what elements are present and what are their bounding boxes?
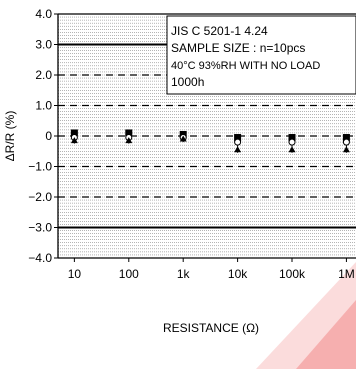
x-tick-labels: 10 100 1k 10k 100k 1M — [68, 267, 355, 281]
y-tick-label: 3.0 — [35, 38, 52, 52]
plot-frame — [54, 13, 356, 262]
marker-circle — [234, 138, 242, 146]
y-tick-label: −3.0 — [28, 221, 52, 235]
marker-circle — [342, 138, 350, 146]
legend-background — [166, 15, 356, 95]
legend-line-sample-size: SAMPLE SIZE : n=10pcs — [171, 41, 305, 55]
y-axis-title: ΔR/R (%) — [3, 111, 17, 162]
y-tick-label: 2.0 — [35, 68, 52, 82]
y-tick-labels: 4.0 3.0 2.0 1.0 0 −1.0 −2.0 −3.0 −4.0 — [28, 7, 52, 265]
marker-triangle — [288, 146, 296, 153]
watermark-shape — [256, 262, 356, 369]
legend-line-duration: 1000h — [171, 75, 204, 89]
x-tick-label: 100k — [279, 267, 306, 281]
x-tick-label: 100 — [119, 267, 139, 281]
marker-triangle — [342, 146, 350, 153]
marker-square — [70, 129, 78, 137]
marker-square — [234, 134, 242, 142]
marker-square — [125, 129, 133, 137]
marker-triangle — [179, 135, 187, 142]
y-tick-label: −2.0 — [28, 190, 52, 204]
marker-square — [342, 134, 350, 142]
x-axis-title: RESISTANCE (Ω) — [163, 321, 259, 335]
x-tick-label: 10 — [68, 267, 82, 281]
marker-triangle — [70, 137, 78, 144]
y-tick-label: −4.0 — [28, 251, 52, 265]
watermark — [256, 262, 356, 369]
x-tick-label: 1k — [177, 267, 191, 281]
legend-line-standard: JIS C 5201-1 4.24 — [171, 24, 268, 38]
x-tick-label: 1M — [338, 267, 355, 281]
y-tick-label: 1.0 — [35, 99, 52, 113]
legend-line-condition: 40°C 93%RH WITH NO LOAD — [171, 60, 320, 72]
error-bars — [73, 129, 347, 153]
legend-box: JIS C 5201-1 4.24 SAMPLE SIZE : n=10pcs … — [166, 15, 356, 95]
marker-triangle — [234, 146, 242, 153]
marker-triangle — [125, 137, 133, 144]
y-tick-label: 4.0 — [35, 7, 52, 21]
watermark-shape — [296, 300, 356, 369]
y-tick-label: −1.0 — [28, 160, 52, 174]
marker-square — [288, 134, 296, 142]
data-markers — [70, 129, 350, 153]
y-tick-label: 0 — [45, 129, 52, 143]
x-tick-label: 10k — [228, 267, 248, 281]
marker-circle — [288, 138, 296, 146]
